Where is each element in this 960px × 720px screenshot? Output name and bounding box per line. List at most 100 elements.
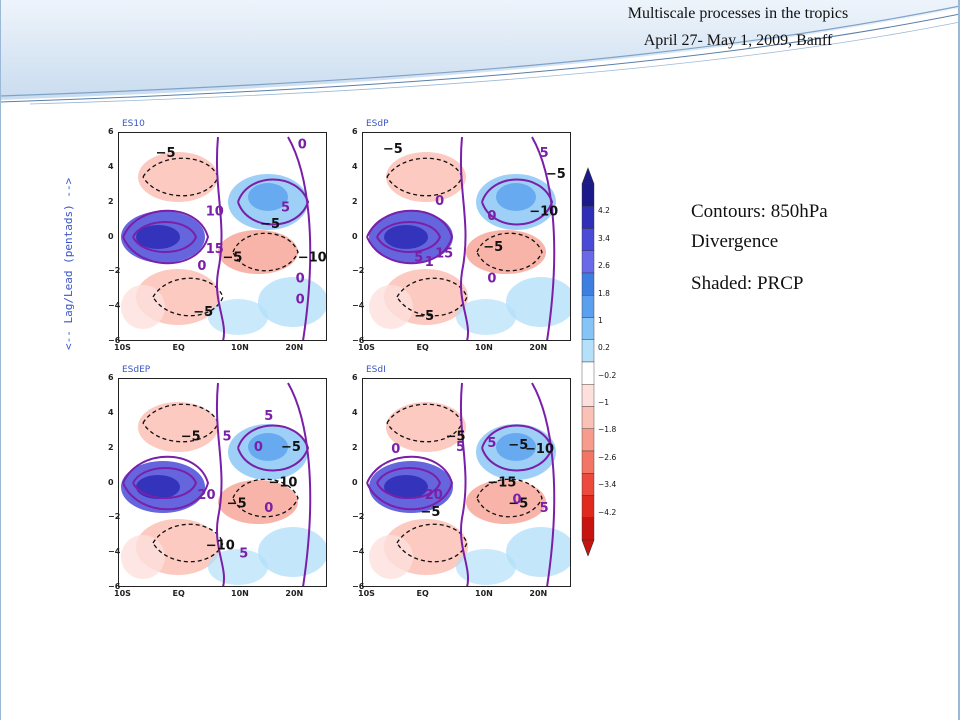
shaded-region [136, 225, 180, 249]
y-tick-label: 4 [352, 161, 358, 171]
x-tick-label: 10S [114, 589, 131, 598]
x-tick-label: 10N [231, 343, 249, 352]
positive-contour [376, 221, 442, 253]
contour-label: 5 [487, 436, 496, 451]
colorbar-tick-label: −1.8 [598, 425, 617, 435]
x-tick-label: EQ [172, 343, 185, 352]
shaded-region [248, 183, 288, 211]
shaded-region [136, 475, 180, 499]
y-tick-label: 0 [108, 477, 114, 487]
y-tick-label: 4 [108, 407, 114, 417]
panel-plot: −5 5 5 0 −5 −10 20 −5 0 −10 5 [118, 378, 327, 587]
x-tick-label: EQ [172, 589, 185, 598]
shaded-region [496, 183, 536, 211]
contour-label: 5 [223, 430, 232, 445]
header-line-1: Multiscale processes in the tropics [627, 5, 849, 22]
contour-label: 0 [296, 292, 305, 307]
panel-title: ES10 [122, 119, 145, 129]
shaded-region [208, 299, 268, 335]
contour-label: −5 [508, 497, 528, 512]
colorbar-segment [581, 183, 595, 207]
contour-label: 0 [391, 442, 400, 457]
positive-contour [122, 455, 210, 511]
positive-contour [459, 136, 469, 341]
shaded-note: Shaded: PRCP [691, 273, 804, 294]
x-tick-label: 10N [475, 343, 493, 352]
shaded-region [466, 230, 546, 274]
colorbar-tick-label: −4.2 [598, 507, 617, 517]
contour-label: −5 [193, 305, 213, 320]
colorbar [581, 167, 595, 556]
contour-label: 20 [425, 488, 443, 503]
contour-label: 20 [197, 488, 215, 503]
panel-title: ESdI [366, 365, 386, 375]
negative-contour [232, 478, 299, 518]
colorbar-segment [581, 317, 595, 340]
y-tick-label: 6 [352, 127, 358, 136]
contours-note-line-2: Divergence [691, 231, 779, 252]
x-tick-label: 20N [285, 343, 304, 352]
contour-label: −5 [281, 440, 301, 455]
contour-label: 15 [435, 246, 453, 261]
positive-contour [366, 209, 454, 265]
y-tick-label: −4 [352, 301, 365, 311]
shaded-region [369, 285, 413, 329]
contour-label: 5 [414, 251, 423, 266]
colorbar-tick-label: 3.4 [598, 233, 610, 243]
contour-label: −15 [487, 476, 516, 491]
shaded-region [386, 152, 466, 202]
y-tick-label: 2 [352, 196, 358, 206]
contour-label: 0 [264, 501, 273, 516]
colorbar-tick-label: −3.4 [598, 480, 617, 490]
shaded-region [258, 277, 327, 327]
contour-label: 0 [254, 440, 263, 455]
colorbar-segment [581, 473, 595, 496]
colorbar-tick-label: 0.2 [598, 343, 610, 353]
header-swoosh [0, 0, 960, 105]
shaded-region [506, 527, 571, 577]
positive-contour [122, 209, 210, 265]
panel-esdp: −5 5 0 −5 −10 5 1 15 0 0 −5 −5 ESdP 6 4 2 0 −2 −4 −6 10S EQ 10… [352, 119, 571, 352]
negative-contour [396, 523, 468, 563]
colorbar-segment [581, 361, 595, 385]
x-tick-label: 10S [114, 343, 131, 352]
x-tick-label: EQ [416, 343, 429, 352]
shaded-region [384, 475, 428, 499]
positive-contour [531, 382, 556, 587]
positive-contour [287, 136, 312, 341]
shaded-region [138, 152, 218, 202]
contour-label: 5 [264, 409, 273, 424]
x-tick-label: 10N [475, 589, 493, 598]
contour-label: 5 [239, 547, 248, 562]
shaded-region [496, 433, 536, 461]
contour-label: 0 [197, 259, 206, 274]
positive-contour [459, 382, 469, 587]
y-tick-label: 6 [352, 373, 358, 382]
y-tick-label: −4 [352, 547, 365, 557]
contour-label: 5 [540, 501, 549, 516]
colorbar-segment [581, 295, 595, 318]
contour-label: 5 [540, 146, 549, 161]
contour-label: −5 [260, 217, 280, 232]
contour-label: −5 [156, 146, 176, 161]
negative-contour [152, 277, 224, 317]
contour-label: 5 [456, 440, 465, 455]
colorbar-tick-label: 1 [598, 315, 603, 325]
panel-esdi: −5 0 5 5 −5 −10 20 −15 −5 0 5 −5 ESdI 6 4 2 0 −2 −4 −6 10S EQ… [352, 365, 571, 598]
colorbar-segment [581, 495, 595, 518]
positive-contour [215, 136, 225, 341]
header-line-2: April 27- May 1, 2009, Banff [643, 32, 833, 49]
negative-contour [152, 523, 224, 563]
y-tick-label: 4 [108, 161, 114, 171]
y-tick-label: 2 [352, 442, 358, 452]
shaded-region [248, 433, 288, 461]
colorbar-segment [581, 339, 595, 363]
contour-label: −5 [383, 142, 403, 157]
panel-frame [118, 378, 327, 587]
shaded-region [258, 527, 327, 577]
contour-label: 0 [487, 271, 496, 286]
colorbar-segment [581, 450, 595, 474]
panel-title: ESdEP [122, 365, 151, 375]
contour-label: −5 [227, 497, 247, 512]
